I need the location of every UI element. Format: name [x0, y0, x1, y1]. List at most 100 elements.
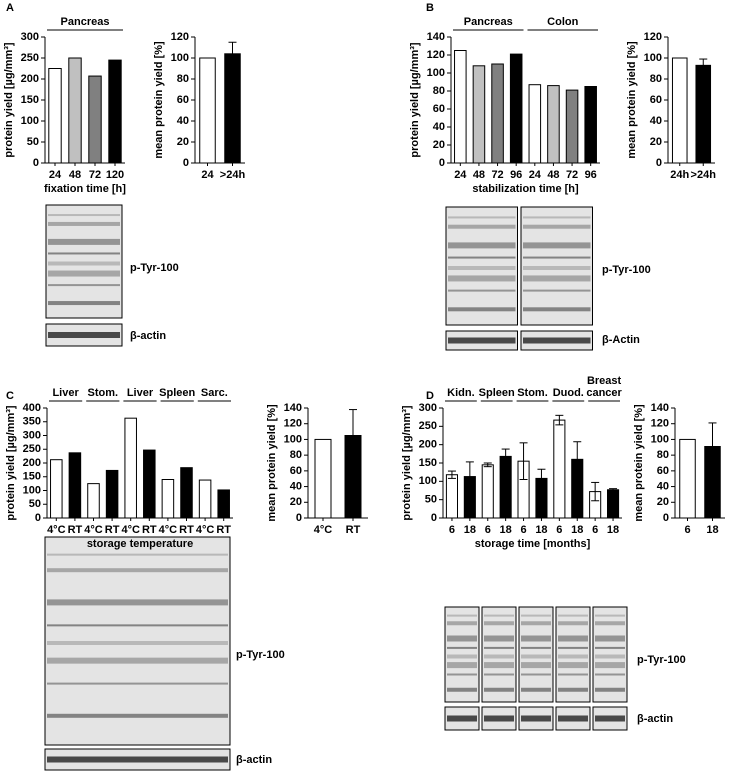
blot-band — [484, 646, 514, 649]
bar — [472, 65, 486, 164]
blot-band — [447, 715, 477, 722]
x-tick-label: >24h — [691, 169, 717, 181]
x-tick-label: 6 — [485, 524, 491, 536]
y-tick-label: 120 — [644, 31, 662, 43]
y-tick-label: 80 — [650, 73, 662, 85]
error-bar — [228, 41, 237, 66]
y-tick-label: 100 — [23, 484, 41, 496]
y-axis-label: protein yield [µg/mm³] — [401, 405, 413, 520]
x-tick-label: 24h — [670, 169, 689, 181]
blot-band — [47, 641, 228, 645]
blot-band — [595, 654, 625, 659]
x-tick-label: 24 — [529, 169, 542, 181]
y-tick-label: 40 — [657, 480, 669, 492]
bar — [695, 64, 712, 164]
blot-band — [521, 673, 551, 676]
y-tick-label: 80 — [177, 73, 189, 85]
x-tick-label: 4°C — [159, 524, 178, 536]
group-label: Breast cancer — [586, 375, 621, 399]
blot-band — [484, 687, 514, 692]
blot-band — [448, 266, 516, 270]
y-tick-label: 80 — [657, 449, 669, 461]
blot-label: β-actin — [130, 330, 166, 342]
y-tick-label: 300 — [419, 402, 437, 414]
error-bar — [537, 468, 546, 489]
blot-band — [523, 224, 591, 229]
x-axis-label: storage temperature — [87, 538, 193, 550]
blot-band — [47, 657, 228, 664]
bar — [454, 50, 467, 164]
blot-band — [558, 673, 588, 676]
blot-image — [445, 206, 518, 326]
blot-band — [523, 289, 591, 292]
x-tick-label: 18 — [500, 524, 512, 536]
blot-band — [48, 252, 120, 255]
y-axis-label: protein yield [µg/mm³] — [3, 42, 15, 157]
error-bar — [573, 441, 582, 478]
blot-band — [558, 646, 588, 649]
x-tick-label: 4°C — [84, 524, 103, 536]
x-tick-label: RT — [216, 524, 231, 536]
y-tick-label: 100 — [284, 433, 302, 445]
y-tick-label: 0 — [33, 157, 39, 169]
blot-band — [595, 621, 625, 626]
x-tick-label: 6 — [592, 524, 598, 536]
error-bar — [447, 470, 456, 479]
blot-band — [521, 715, 551, 722]
y-axis-label: mean protein yield [%] — [633, 404, 645, 522]
error-bar — [349, 409, 357, 462]
x-tick-label: 72 — [89, 169, 101, 181]
x-tick-label: 4°C — [314, 524, 333, 536]
blot-band — [521, 662, 551, 669]
blot-band — [47, 624, 228, 627]
blot-label: β-actin — [637, 713, 673, 725]
group-label: Pancreas — [463, 16, 513, 28]
bar — [671, 57, 688, 164]
blot-band — [558, 614, 588, 617]
y-tick-label: 300 — [23, 429, 41, 441]
blot-band — [48, 261, 120, 266]
blot-band — [47, 713, 228, 718]
blot-band — [448, 307, 516, 312]
bar — [314, 438, 332, 519]
blot-band — [595, 687, 625, 692]
y-tick-label: 0 — [656, 157, 662, 169]
blot-label: p-Tyr-100 — [602, 264, 651, 276]
blot-band — [484, 654, 514, 659]
blot-band — [48, 214, 120, 217]
y-tick-label: 40 — [433, 121, 445, 133]
y-tick-label: 20 — [290, 496, 302, 508]
group-label: Kidn. — [447, 387, 475, 399]
group-label: Duod. — [552, 387, 584, 399]
x-tick-label: RT — [346, 524, 361, 536]
blot-band — [484, 614, 514, 617]
x-tick-label: RT — [68, 524, 83, 536]
x-tick-label: 24 — [454, 169, 467, 181]
x-tick-label: RT — [179, 524, 194, 536]
x-tick-label: 4°C — [121, 524, 140, 536]
blot-band — [447, 687, 477, 692]
blot-band — [523, 275, 591, 282]
y-tick-label: 60 — [650, 94, 662, 106]
x-tick-label: 48 — [69, 169, 81, 181]
group-label: Liver — [127, 387, 153, 399]
blot-band — [521, 654, 551, 659]
y-tick-label: 150 — [419, 457, 437, 469]
group-label: Spleen — [478, 387, 515, 399]
bar — [509, 53, 523, 164]
x-axis-label: stabilization time [h] — [472, 183, 579, 195]
error-bar — [699, 58, 708, 73]
y-tick-label: 250 — [419, 420, 437, 432]
blot-band — [558, 687, 588, 692]
bar — [105, 469, 119, 519]
blot-band — [595, 662, 625, 669]
x-tick-label: RT — [142, 524, 157, 536]
bar — [124, 417, 137, 519]
blot-image — [44, 536, 231, 746]
blot-band — [448, 242, 516, 249]
y-tick-label: 200 — [419, 439, 437, 451]
y-tick-label: 100 — [171, 52, 189, 64]
bar — [547, 85, 560, 164]
group-label: Pancreas — [60, 16, 110, 28]
blot-band — [447, 673, 477, 676]
